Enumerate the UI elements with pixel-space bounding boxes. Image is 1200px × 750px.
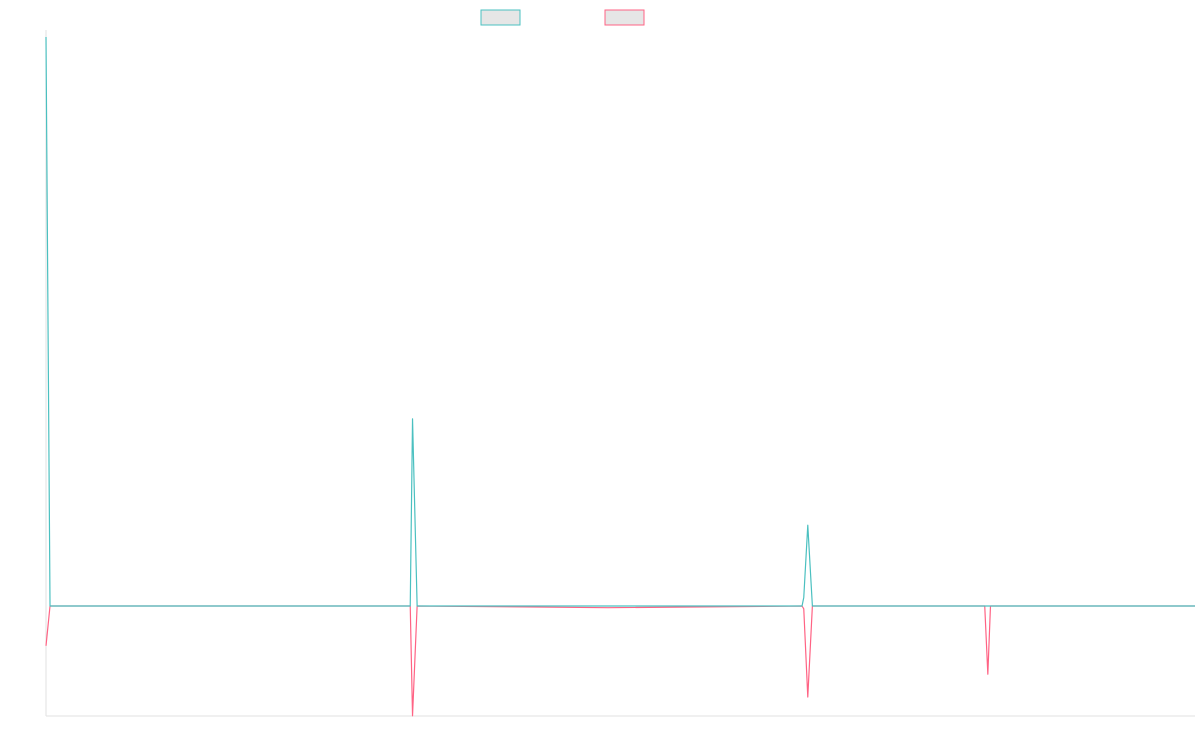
- legend-swatch-1[interactable]: [604, 9, 645, 26]
- legend-swatch-0[interactable]: [480, 9, 521, 26]
- series-line-1: [45, 605, 1195, 717]
- series-line-0: [45, 36, 1195, 607]
- legend: [480, 9, 645, 26]
